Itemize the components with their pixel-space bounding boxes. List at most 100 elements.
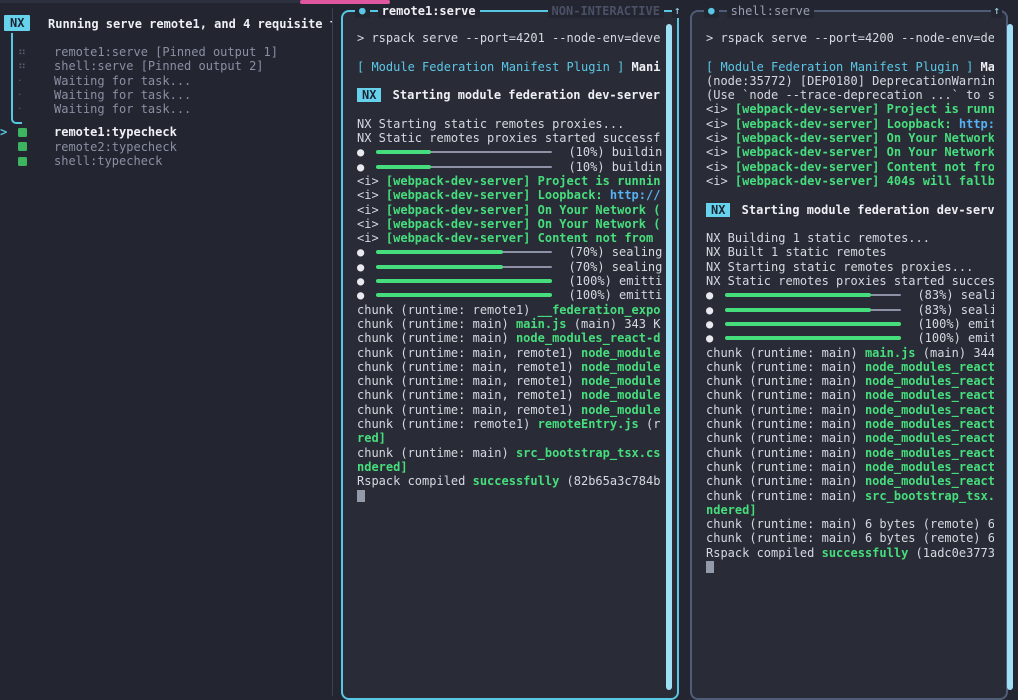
progress-dot-icon: ● xyxy=(706,331,714,346)
task-row[interactable]: > remote1:typecheck xyxy=(0,125,333,139)
terminal-line: NX Starting static remotes proxies... xyxy=(357,116,625,131)
selected-row-marker xyxy=(0,59,14,73)
progress-dot-icon: ● xyxy=(706,302,714,317)
task-status-square-icon xyxy=(14,156,54,166)
progress-bar xyxy=(376,260,553,273)
terminal-line: ndered] xyxy=(706,502,757,517)
progress-line: ● (10%) buildin xyxy=(357,145,665,159)
terminal-line: [ Module Federation Manifest Plugin ] Ma… xyxy=(706,59,994,74)
task-row[interactable]: · Waiting for task... xyxy=(0,102,333,116)
terminal-line xyxy=(706,188,994,202)
terminal-line: chunk (runtime: main) node_modules_react… xyxy=(706,388,994,403)
progress-bar xyxy=(725,303,902,316)
terminal-line: chunk (runtime: main) node_modules_react… xyxy=(706,474,994,489)
terminal-line: chunk (runtime: main) node_modules_react… xyxy=(706,359,994,374)
terminal-line: chunk (runtime: main) src_bootstrap_tsx.… xyxy=(357,445,661,460)
terminal-line: > rspack serve --port=4200 --node-env=de… xyxy=(706,31,994,45)
scroll-up-icon[interactable]: ↑ xyxy=(671,3,683,19)
progress-dot-icon: ● xyxy=(357,245,365,260)
terminal-line: chunk (runtime: main) node_modules_react… xyxy=(706,374,994,389)
waiting-dot-icon: · xyxy=(18,87,22,101)
terminal-line: ndered] xyxy=(357,459,408,474)
waiting-dot-icon: · xyxy=(18,73,22,87)
top-progress-pink xyxy=(300,0,390,4)
terminal-line: <i> [webpack-dev-server] On Your Network xyxy=(706,131,994,146)
task-row[interactable]: ⠶ shell:serve [Pinned output 2] xyxy=(0,59,333,73)
task-list-gap xyxy=(0,116,333,125)
terminal-line xyxy=(357,74,665,88)
terminal-line: Rspack compiled successfully (1adc0e3773… xyxy=(706,545,994,560)
terminal-pane-shell-serve[interactable]: ● shell:serve ↑ > rspack serve --port=42… xyxy=(690,3,1008,700)
terminal-line: NX Starting module federation dev-serve xyxy=(706,202,994,217)
progress-label: (100%) emitti xyxy=(561,274,663,289)
nx-inline-badge: NX xyxy=(357,88,382,103)
terminal-line: chunk (runtime: main) node_modules_react… xyxy=(706,459,994,474)
progress-dot-icon: ● xyxy=(357,259,365,274)
progress-bar xyxy=(725,331,902,344)
terminal-line: chunk (runtime: main, remote1) node_modu… xyxy=(357,402,661,417)
task-rows: ⠶ remote1:serve [Pinned output 1] ⠶ shell:… xyxy=(0,45,333,168)
progress-label: (10%) buildin xyxy=(561,145,663,160)
progress-bar xyxy=(376,288,553,301)
terminal-line: (node:35772) [DEP0180] DeprecationWarnin… xyxy=(706,73,994,88)
progress-label: (83%) sealin xyxy=(917,288,994,303)
pinned-spinner-icon: ⠶ xyxy=(18,59,27,73)
progress-line: ● (70%) sealing xyxy=(357,260,665,274)
terminal-line: chunk (runtime: main, remote1) node_modu… xyxy=(357,345,661,360)
task-label: remote1:serve [Pinned output 1] xyxy=(54,45,278,59)
task-status-square-icon xyxy=(14,142,54,152)
terminal-line: <i> [webpack-dev-server] Project is runn… xyxy=(706,102,994,117)
progress-line: ● (100%) emitti xyxy=(357,274,665,288)
task-label: Waiting for task... xyxy=(54,102,192,117)
terminal-line: > rspack serve --port=4201 --node-env=de… xyxy=(357,31,661,45)
task-row[interactable]: ⠶ remote1:serve [Pinned output 1] xyxy=(0,45,333,59)
terminal-line xyxy=(357,102,665,116)
task-row[interactable]: · Waiting for task... xyxy=(0,74,333,88)
progress-label: (10%) buildin xyxy=(561,159,663,174)
terminal-line: <i> [webpack-dev-server] 404s will fallb… xyxy=(706,173,994,188)
terminal-line: chunk (runtime: main) 6 bytes (remote) 6 xyxy=(706,531,994,546)
task-row[interactable]: remote2:typecheck xyxy=(0,140,333,154)
terminal-cursor xyxy=(706,561,714,574)
terminal-line: chunk (runtime: main) src_bootstrap_tsx.… xyxy=(706,488,994,503)
terminal-line: chunk (runtime: main) node_modules_react… xyxy=(706,445,994,460)
terminal-line: NX Built 1 static remotes xyxy=(706,245,887,260)
terminal-line: chunk (runtime: remote1) __federation_ex… xyxy=(357,302,661,317)
terminal-line: chunk (runtime: main) node_modules_react… xyxy=(706,402,994,417)
terminal-line: chunk (runtime: main) node_modules_react… xyxy=(357,331,661,346)
progress-line: ● (100%) emitti xyxy=(357,288,665,302)
scroll-up-icon[interactable]: ↑ xyxy=(991,3,1002,19)
progress-bar xyxy=(376,160,553,173)
progress-label: (100%) emitti xyxy=(561,288,663,303)
terminal-line: NX Static remotes proxies started succes… xyxy=(706,274,994,289)
selected-row-marker xyxy=(0,154,14,168)
terminal-line: NX Starting module federation dev-server xyxy=(357,88,665,103)
scrollbar-thumb[interactable] xyxy=(666,24,672,690)
terminal-line: <i> [webpack-dev-server] Loopback: http:… xyxy=(706,116,994,131)
terminal-line: chunk (runtime: main) node_modules_react… xyxy=(706,431,994,446)
progress-bar xyxy=(725,288,902,301)
terminal-output: > rspack serve --port=4201 --node-env=de… xyxy=(357,31,665,694)
selected-row-marker xyxy=(0,140,14,154)
task-tree-line xyxy=(11,33,22,124)
progress-line: ● (10%) buildin xyxy=(357,160,665,174)
task-label: remote1:typecheck xyxy=(54,125,177,140)
terminal-line: chunk (runtime: main, remote1) node_modu… xyxy=(357,388,661,403)
waiting-dot-icon: · xyxy=(18,102,22,116)
task-row[interactable]: shell:typecheck xyxy=(0,154,333,168)
selected-row-marker xyxy=(0,102,14,116)
task-list-pane[interactable]: NX Running serve remote1, and 4 requisit… xyxy=(0,0,333,700)
terminal-line: <i> [webpack-dev-server] Project is runn… xyxy=(357,173,661,188)
terminal-line: [ Module Federation Manifest Plugin ] Ma… xyxy=(357,59,661,74)
terminal-line: <i> [webpack-dev-server] On Your Network xyxy=(706,145,994,160)
task-row[interactable]: · Waiting for task... xyxy=(0,88,333,102)
progress-line: ● (100%) emitt xyxy=(706,331,994,345)
progress-label: (70%) sealing xyxy=(561,259,663,274)
scrollbar-thumb[interactable] xyxy=(1007,24,1013,690)
task-label: Waiting for task... xyxy=(54,87,192,102)
nx-logo-badge: NX xyxy=(4,15,31,32)
progress-label: (70%) sealing xyxy=(561,245,663,260)
terminal-pane-remote1-serve[interactable]: ● remote1:serve NON-INTERACTIVE ↑ > rspa… xyxy=(341,3,683,700)
selected-row-marker: > xyxy=(0,125,8,140)
